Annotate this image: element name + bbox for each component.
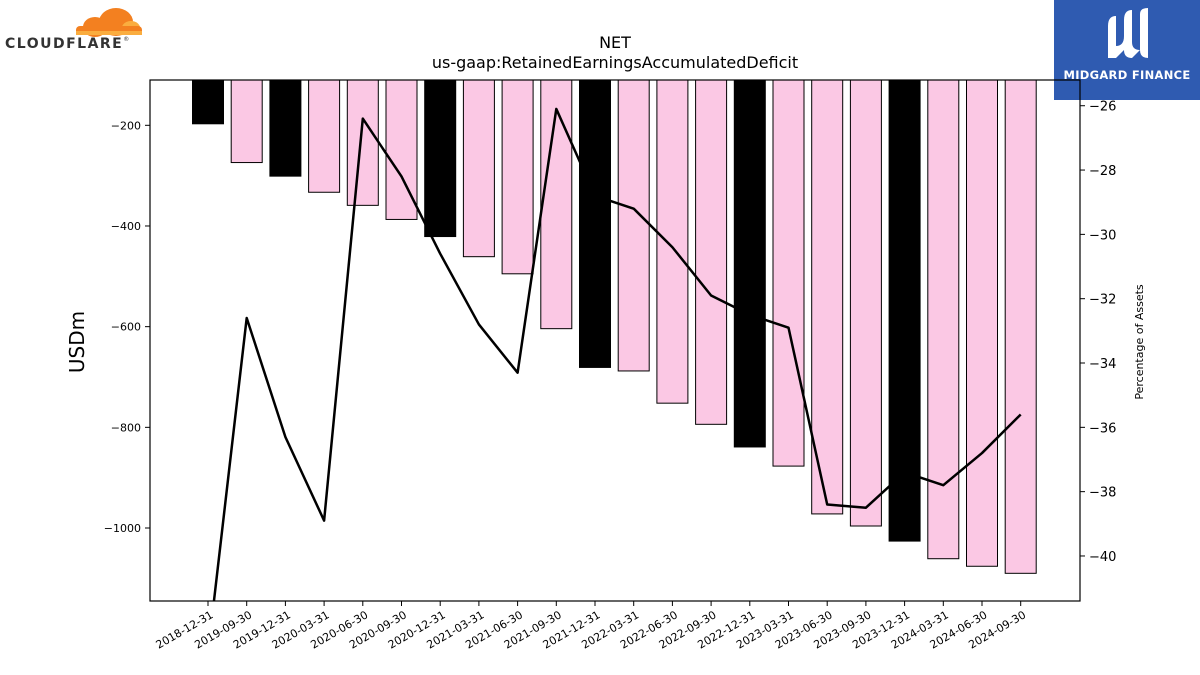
y2-tick-label: −36 (1089, 421, 1116, 436)
cloud-icon (76, 8, 142, 37)
chart-subtitle: us-gaap:RetainedEarningsAccumulatedDefic… (432, 53, 798, 72)
bar-2020-06-30 (346, 79, 379, 206)
plot-frame (149, 79, 1081, 602)
midgard-finance-wordmark: MIDGARD FINANCE (1063, 68, 1191, 82)
bar-2019-09-30 (230, 79, 263, 164)
bar-2022-03-31 (617, 79, 650, 372)
y-tick-label: −800 (111, 421, 141, 434)
y2-axis-label: Percentage of Assets (1133, 284, 1146, 400)
bar-2023-09-30 (849, 79, 882, 527)
bar-2020-12-31 (424, 79, 457, 238)
y2-tick-label: −38 (1089, 486, 1116, 501)
cloudflare-wordmark: CLOUDFLARE® (5, 36, 131, 52)
bar-2018-12-31 (192, 79, 224, 125)
y-tick-label: −400 (111, 220, 141, 233)
bar-2023-03-31 (772, 79, 805, 467)
y2-tick-label: −34 (1089, 357, 1116, 372)
y-axis-label: USDm (65, 311, 89, 373)
bar-2021-12-31 (579, 79, 611, 368)
bar-2023-06-30 (811, 79, 844, 515)
bar-2024-09-30 (1004, 79, 1037, 574)
y2-tick-label: −32 (1089, 293, 1116, 308)
bar-2022-06-30 (656, 79, 689, 404)
bar-2022-12-31 (733, 79, 766, 448)
bar-2019-12-31 (269, 79, 302, 177)
midgard-finance-logo: MIDGARD FINANCE (1054, 0, 1200, 100)
midgard-mark-icon (1108, 8, 1148, 58)
chart-title: NET (599, 33, 631, 52)
y-tick-label: −200 (111, 119, 141, 132)
y2-tick-label: −40 (1089, 550, 1116, 565)
bar-2024-03-31 (927, 79, 960, 560)
bar-2020-03-31 (308, 79, 341, 193)
y2-tick-label: −30 (1089, 228, 1116, 243)
bar-2023-12-31 (888, 79, 921, 542)
bar-2024-06-30 (966, 79, 998, 567)
line-series (212, 107, 1022, 601)
y2-tick-label: −26 (1089, 100, 1116, 115)
y-tick-label: −600 (111, 321, 141, 334)
bar-2021-06-30 (501, 79, 534, 275)
bar-series (192, 79, 1037, 574)
y2-tick-label: −28 (1089, 164, 1116, 179)
bar-2021-03-31 (462, 79, 495, 258)
line-percentage-of-assets (212, 107, 1022, 601)
y-tick-label: −1000 (104, 522, 141, 535)
cloudflare-logo: CLOUDFLARE® (0, 0, 150, 60)
bar-2021-09-30 (540, 79, 573, 330)
bar-2022-09-30 (695, 79, 728, 425)
